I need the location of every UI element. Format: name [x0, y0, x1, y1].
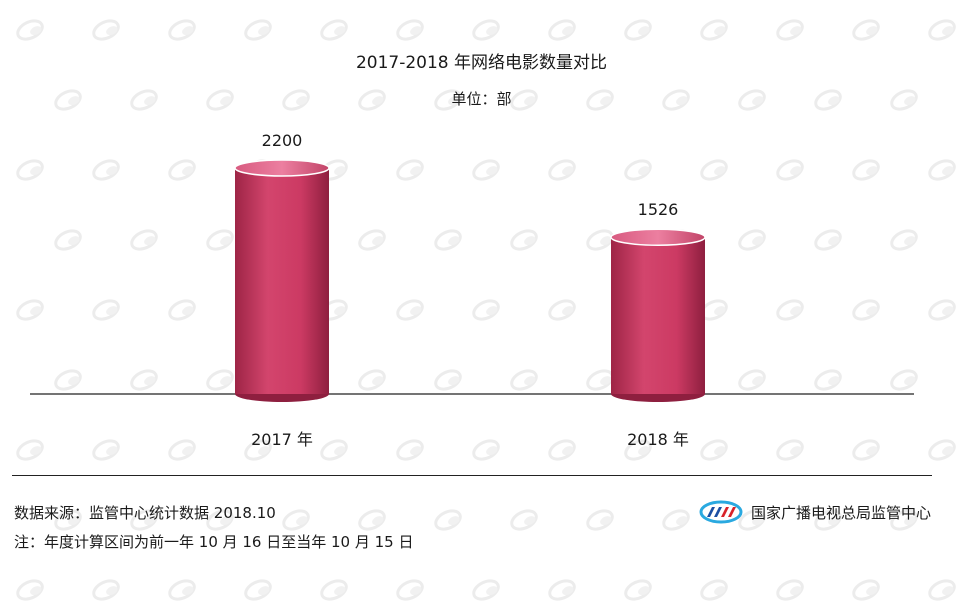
footnote-text: 注：年度计算区间为前一年 10 月 16 日至当年 10 月 15 日: [14, 533, 414, 551]
bar-1-cap: [234, 159, 330, 177]
bar-1: [234, 159, 330, 402]
footer-divider: [12, 475, 932, 476]
bar-2: [610, 228, 706, 402]
bar-2-body: [611, 237, 705, 394]
data-label-2: 1526: [638, 200, 679, 219]
bar-2-cap: [610, 228, 706, 246]
nrta-logo-icon: [699, 500, 743, 524]
data-source-text: 数据来源：监管中心统计数据 2018.10: [14, 504, 276, 522]
organization-block: 国家广播电视总局监管中心: [699, 500, 931, 524]
data-label-1: 2200: [262, 131, 303, 150]
category-label-1: 2017 年: [251, 430, 313, 449]
chart-title: 2017-2018 年网络电影数量对比: [355, 53, 608, 73]
category-label-2: 2018 年: [627, 430, 689, 449]
bar-1-body: [235, 168, 329, 394]
chart-unit: 单位：部: [451, 90, 512, 108]
bar-chart: 2200 2017 年 1526 2018 年: [30, 131, 914, 449]
organization-name: 国家广播电视总局监管中心: [750, 503, 931, 522]
